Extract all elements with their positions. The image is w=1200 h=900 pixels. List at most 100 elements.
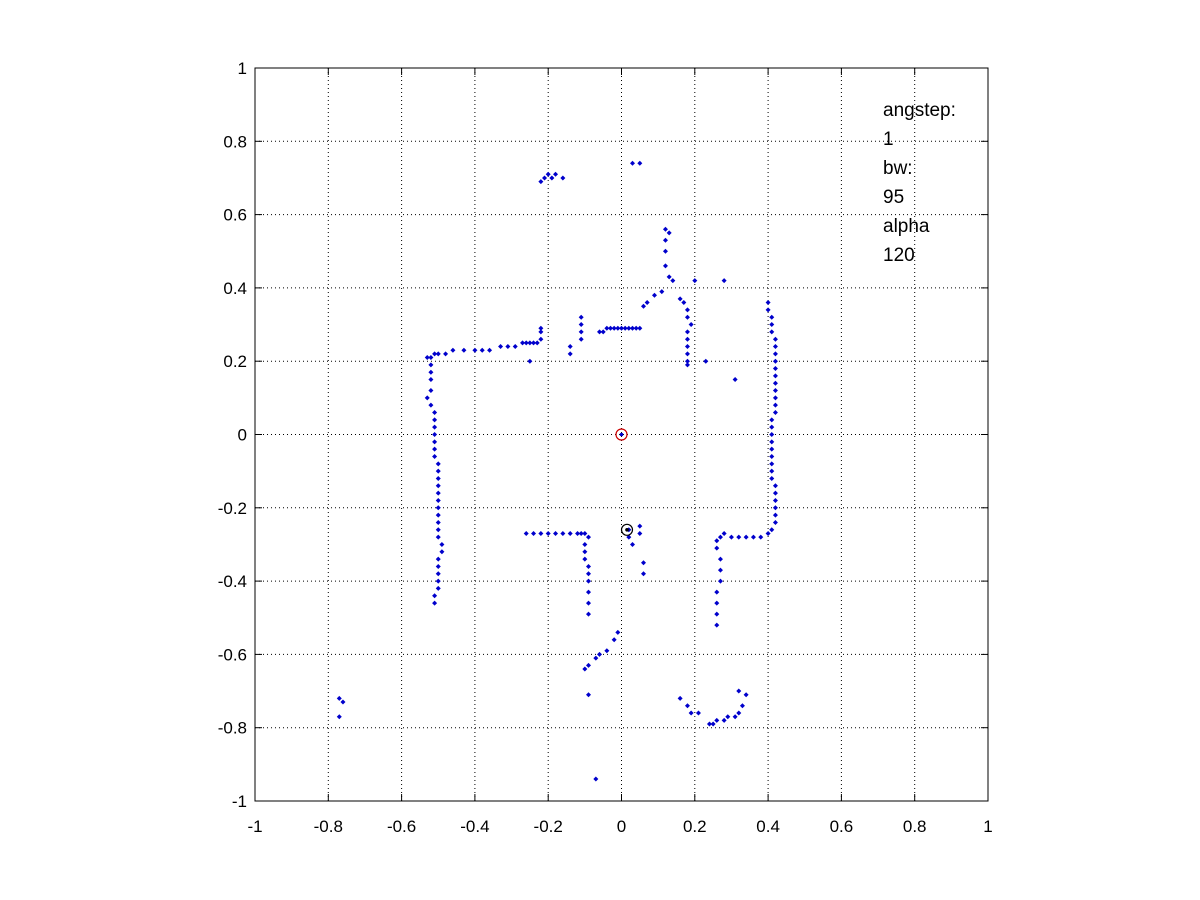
scatter-point xyxy=(340,699,346,705)
scatter-point xyxy=(662,226,668,232)
scatter-point xyxy=(684,351,690,357)
scatter-point xyxy=(586,589,592,595)
scatter-point xyxy=(432,439,438,445)
scatter-point xyxy=(769,439,775,445)
scatter-point xyxy=(615,629,621,635)
scatter-point xyxy=(684,314,690,320)
scatter-point xyxy=(714,538,720,544)
scatter-point xyxy=(428,377,434,383)
scatter-point xyxy=(637,325,643,331)
x-tick-label: 0.6 xyxy=(830,817,854,836)
scatter-point xyxy=(534,340,540,346)
scatter-point xyxy=(582,541,588,547)
scatter-point xyxy=(586,534,592,540)
scatter-point xyxy=(769,468,775,474)
scatter-point xyxy=(684,358,690,364)
scatter-point xyxy=(611,637,617,643)
scatter-point xyxy=(736,688,742,694)
scatter-point xyxy=(717,556,723,562)
scatter-point xyxy=(703,358,709,364)
scatter-point xyxy=(545,530,551,536)
scatter-point xyxy=(721,717,727,723)
scatter-point xyxy=(772,402,778,408)
scatter-point xyxy=(443,351,449,357)
annotation-line: 120 xyxy=(883,245,915,266)
scatter-point xyxy=(721,530,727,536)
scatter-point xyxy=(629,541,635,547)
scatter-point xyxy=(626,534,632,540)
scatter-point xyxy=(769,527,775,533)
scatter-point xyxy=(637,160,643,166)
scatter-point xyxy=(435,556,441,562)
scatter-point xyxy=(435,519,441,525)
scatter-point xyxy=(487,347,493,353)
scatter-point xyxy=(721,278,727,284)
scatter-point xyxy=(684,329,690,335)
scatter-point xyxy=(435,461,441,467)
y-tick-label: -1 xyxy=(232,792,247,811)
scatter-point xyxy=(769,424,775,430)
scatter-point xyxy=(435,512,441,518)
scatter-point xyxy=(567,351,573,357)
scatter-point xyxy=(604,648,610,654)
scatter-point xyxy=(545,171,551,177)
scatter-point xyxy=(578,336,584,342)
scatter-point xyxy=(736,710,742,716)
x-tick-labels: -1 -0.8 -0.6 -0.4 -0.2 0 0.2 0.4 0.6 0.8 1 xyxy=(247,817,992,836)
scatter-point xyxy=(677,296,683,302)
scatter-point xyxy=(336,695,342,701)
scatter-point xyxy=(435,571,441,577)
scatter-point xyxy=(769,446,775,452)
scatter-point xyxy=(684,703,690,709)
scatter-point xyxy=(684,336,690,342)
scatter-point xyxy=(553,530,559,536)
scatter-point xyxy=(553,171,559,177)
x-tick-label: 0.8 xyxy=(903,817,927,836)
scatter-point xyxy=(769,329,775,335)
scatter-point xyxy=(739,703,745,709)
scatter-point xyxy=(604,325,610,331)
scatter-point xyxy=(597,329,603,335)
scatter-point xyxy=(597,651,603,657)
annotation-line: 1 xyxy=(883,129,894,150)
scatter-point xyxy=(523,340,529,346)
scatter-point xyxy=(531,530,537,536)
scatter-point xyxy=(432,453,438,459)
scatter-point xyxy=(578,314,584,320)
scatter-point xyxy=(772,395,778,401)
scatter-point xyxy=(435,483,441,489)
y-tick-label: 0 xyxy=(238,426,247,445)
scatter-point xyxy=(435,585,441,591)
annotation-text: angstep: 1 bw: 95 alpha 120 xyxy=(883,100,956,266)
scatter-point xyxy=(695,710,701,716)
scatter-point xyxy=(743,692,749,698)
scatter-point xyxy=(435,563,441,569)
scatter-point xyxy=(714,600,720,606)
scatter-point xyxy=(772,358,778,364)
scatter-point xyxy=(578,530,584,536)
scatter-point xyxy=(629,325,635,331)
scatter-point xyxy=(637,530,643,536)
scatter-point xyxy=(688,322,694,328)
scatter-point xyxy=(538,530,544,536)
scatter-point xyxy=(432,410,438,416)
annotation-line: angstep: xyxy=(883,100,956,121)
scatter-point xyxy=(611,325,617,331)
annotation-line: bw: xyxy=(883,158,913,179)
scatter-point xyxy=(688,710,694,716)
scatter-point xyxy=(432,424,438,430)
x-tick-label: 0 xyxy=(617,817,626,836)
marker-dot xyxy=(625,527,629,532)
scatter-point xyxy=(578,329,584,335)
scatter-point xyxy=(582,556,588,562)
scatter-point xyxy=(435,351,441,357)
scatter-point xyxy=(743,534,749,540)
scatter-point xyxy=(758,534,764,540)
scatter-point xyxy=(684,307,690,313)
scatter-point xyxy=(662,263,668,269)
scatter-point xyxy=(772,497,778,503)
scatter-point xyxy=(472,347,478,353)
scatter-point xyxy=(450,347,456,353)
y-tick-label: -0.8 xyxy=(218,719,247,738)
